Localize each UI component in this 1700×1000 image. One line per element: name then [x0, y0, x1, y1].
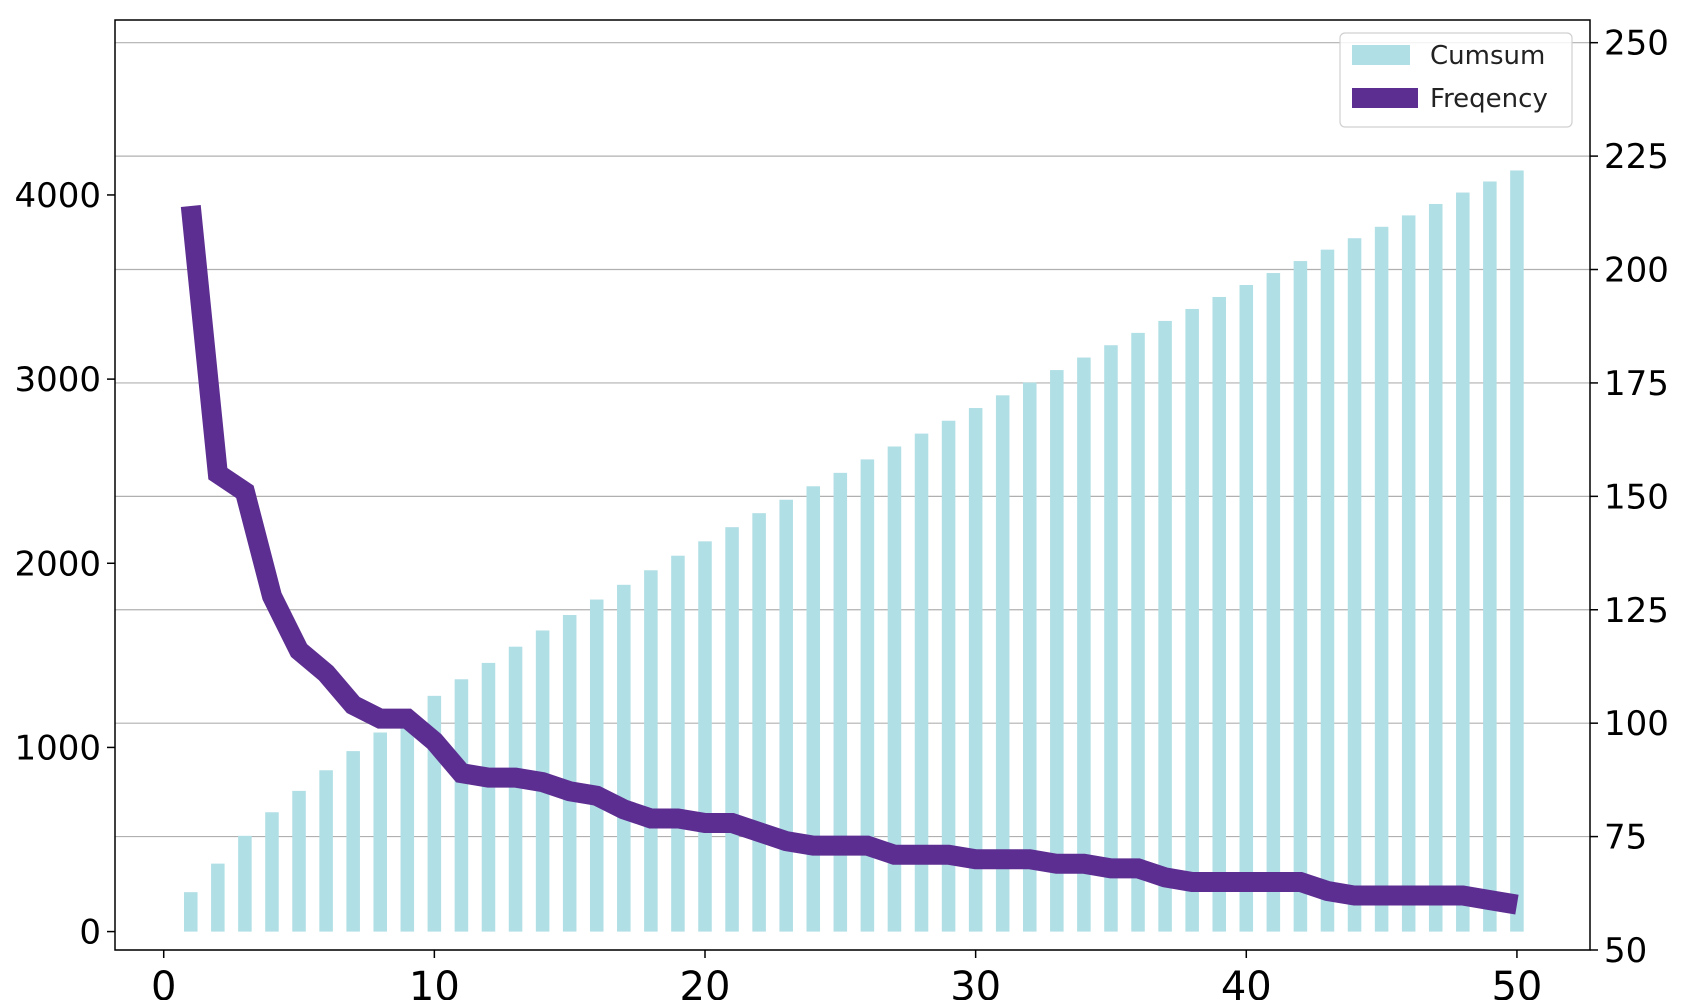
- bar: [1266, 273, 1281, 932]
- y-right-tick-label: 250: [1604, 24, 1669, 64]
- bar: [887, 446, 902, 932]
- legend-swatch-cumsum: [1352, 45, 1410, 65]
- bar: [1483, 181, 1497, 932]
- x-tick-label: 0: [151, 964, 176, 1000]
- y-right-tick-label: 150: [1604, 477, 1669, 517]
- bar: [806, 486, 821, 932]
- bar: [914, 433, 929, 932]
- bar: [1320, 249, 1335, 932]
- y-right-tick-label: 75: [1604, 818, 1647, 858]
- bar: [644, 570, 658, 932]
- x-tick-label: 20: [680, 964, 731, 1000]
- y-right-tick-label: 100: [1604, 704, 1669, 744]
- bar: [833, 472, 848, 932]
- bar: [1050, 370, 1064, 932]
- axes: 0 10 20 30 40 50 0 1000 2000 3000 4000 50 75 100 125 15…: [14, 24, 1668, 1000]
- bar: [1456, 192, 1470, 932]
- legend-label-cumsum: Cumsum: [1430, 41, 1545, 71]
- bar: [265, 812, 279, 932]
- bar: [1401, 215, 1416, 932]
- x-tick-label: 40: [1221, 964, 1272, 1000]
- bar: [779, 499, 793, 932]
- bar: [671, 555, 685, 932]
- bar: [617, 584, 631, 932]
- bar: [346, 751, 360, 932]
- bar: [752, 513, 766, 932]
- y-left-tick-label: 1000: [14, 728, 101, 768]
- bar: [1293, 261, 1308, 932]
- bar: [1104, 345, 1118, 932]
- bar: [373, 732, 387, 932]
- plot-frame: [114, 19, 1591, 951]
- y-right-tick-label: 175: [1604, 364, 1669, 404]
- x-tick-label: 30: [950, 964, 1001, 1000]
- bar: [454, 679, 469, 932]
- bar: [995, 395, 1010, 932]
- bar: [481, 662, 496, 932]
- bar: [1158, 320, 1172, 932]
- bar: [400, 713, 415, 932]
- x-tick-label: 10: [409, 964, 460, 1000]
- bar: [562, 615, 577, 932]
- bar: [238, 835, 252, 932]
- bar: [184, 892, 198, 932]
- legend: Cumsum Freqency: [1339, 32, 1573, 128]
- y-right-tick-label: 200: [1604, 251, 1669, 291]
- bar: [1374, 226, 1389, 932]
- bar: [725, 527, 739, 932]
- bar: [698, 541, 712, 932]
- bar-series-cumsum: [184, 170, 1524, 932]
- bar: [860, 459, 875, 932]
- y-right-tick-label: 125: [1604, 591, 1669, 631]
- y-left-tick-label: 0: [79, 913, 101, 953]
- legend-label-freqency: Freqency: [1430, 84, 1548, 114]
- bar: [1212, 296, 1226, 932]
- line-series-freqency: [180, 204, 1519, 915]
- bar: [211, 863, 225, 932]
- bar: [589, 599, 604, 932]
- x-tick-label: 50: [1491, 964, 1542, 1000]
- bar: [968, 408, 983, 932]
- y-left-tick-label: 4000: [14, 176, 101, 216]
- bar: [508, 646, 523, 932]
- bar: [1239, 285, 1254, 932]
- bar: [1510, 170, 1524, 932]
- y-right-tick-label: 225: [1604, 137, 1669, 177]
- y-right-tick-label: 50: [1604, 931, 1647, 971]
- bar: [1077, 357, 1091, 932]
- bar: [1347, 238, 1362, 932]
- y-left-tick-label: 2000: [14, 544, 101, 584]
- bar: [319, 770, 333, 932]
- freqency-line: [180, 204, 1519, 915]
- y-left-tick-label: 3000: [14, 360, 101, 400]
- bar: [1023, 382, 1037, 932]
- bar: [1428, 203, 1443, 932]
- grid-lines: [115, 42, 1590, 951]
- bar: [1185, 308, 1199, 932]
- bar: [1131, 332, 1145, 932]
- bar: [941, 420, 956, 932]
- bar: [292, 790, 306, 932]
